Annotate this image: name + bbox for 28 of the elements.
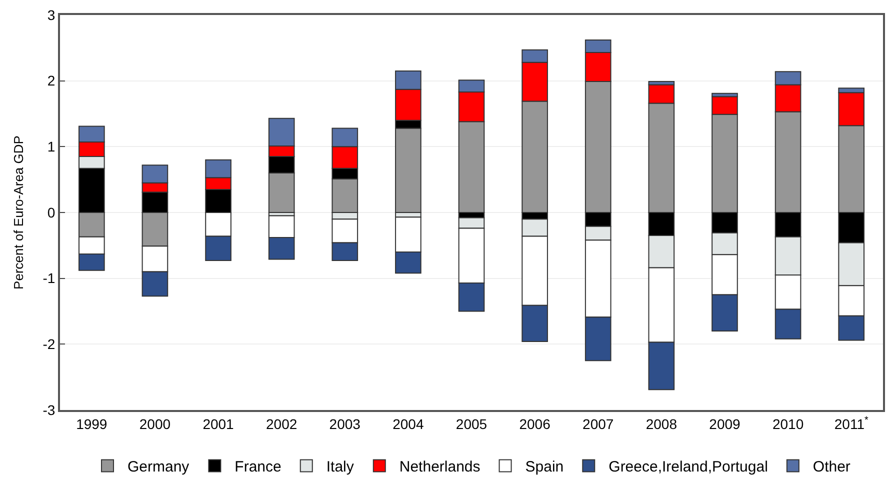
legend-label: Spain xyxy=(525,458,564,476)
x-tick-label: 2011$^{*}$ xyxy=(834,414,868,432)
y-tick-label: 1 xyxy=(47,138,56,155)
legend-label: France xyxy=(234,458,282,476)
y-axis-title: Percent of Euro-Area GDP xyxy=(11,136,26,290)
x-tick-label: 1999 xyxy=(76,416,108,432)
x-tick-label: 2008 xyxy=(646,416,678,432)
x-tick-label: 2009 xyxy=(709,416,741,432)
legend-label: Germany xyxy=(128,458,190,476)
x-tick-label: 2006 xyxy=(519,416,551,432)
x-tick-label: 2000 xyxy=(139,416,171,432)
y-tick-label: -3 xyxy=(42,402,56,418)
x-tick-label: 2010 xyxy=(772,416,804,432)
legend-label: Greece,Ireland,Portugal xyxy=(608,458,768,476)
y-tick-label: -2 xyxy=(42,336,56,352)
y-tick-label: 3 xyxy=(47,6,56,23)
x-tick-label: 2004 xyxy=(392,416,424,432)
x-tick-label: 2003 xyxy=(329,416,361,432)
x-tick-label: 2001 xyxy=(202,416,234,432)
legend-label: Netherlands xyxy=(399,458,480,476)
legend-label: Other xyxy=(812,458,850,476)
y-tick-label: -1 xyxy=(42,270,56,286)
legend-label: Italy xyxy=(326,458,354,476)
x-tick-label: 2007 xyxy=(582,416,614,432)
y-tick-label: 0 xyxy=(47,204,56,220)
x-tick-label: 2005 xyxy=(456,416,488,432)
y-tick-label: 2 xyxy=(47,72,56,89)
x-tick-label: 2002 xyxy=(266,416,298,432)
